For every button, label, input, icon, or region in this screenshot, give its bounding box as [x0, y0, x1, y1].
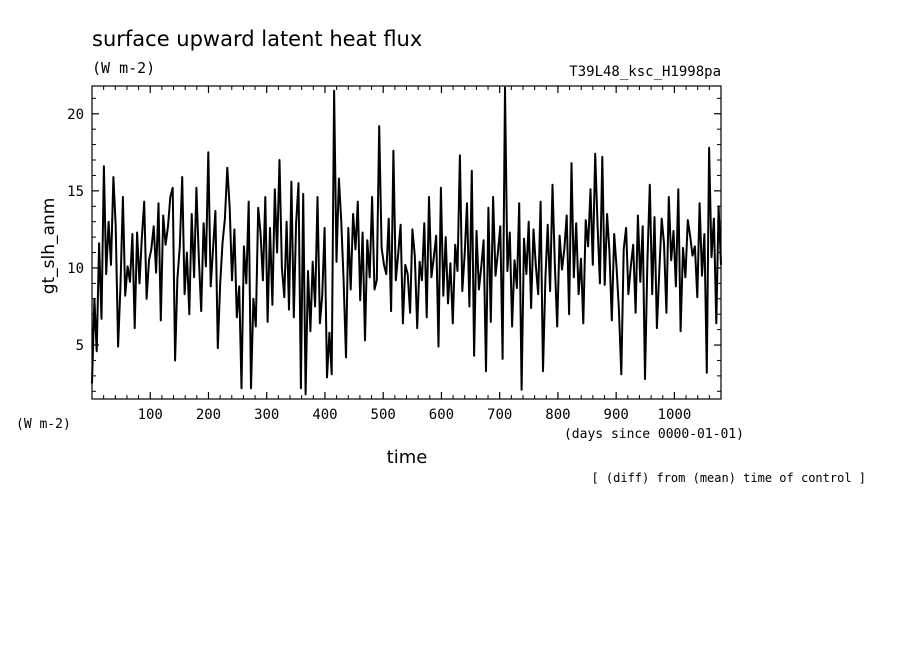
- y-tick-label: 15: [67, 184, 84, 200]
- x-axis-units-label: (days since 0000-01-01): [564, 427, 744, 442]
- x-tick-label: 300: [254, 407, 279, 423]
- y-tick-label: 5: [76, 338, 84, 354]
- x-tick-label: 400: [312, 407, 337, 423]
- x-tick-label: 100: [138, 407, 163, 423]
- units-left-label: (W m-2): [16, 417, 71, 432]
- plot-area: [91, 85, 722, 400]
- x-axis-label: time: [387, 447, 428, 468]
- x-tick-label: 1000: [658, 407, 692, 423]
- y-tick-label: 10: [67, 261, 84, 277]
- chart-title: surface upward latent heat flux: [92, 27, 422, 51]
- units-top-label: (W m-2): [92, 59, 155, 77]
- y-axis-label: gt_slh_anm: [39, 198, 59, 295]
- x-tick-label: 500: [371, 407, 396, 423]
- x-tick-label: 200: [196, 407, 221, 423]
- run-label: T39L48_ksc_H1998pa: [569, 64, 721, 80]
- y-tick-label: 20: [67, 107, 84, 123]
- footnote: [ (diff) from (mean) time of control ]: [591, 471, 866, 485]
- x-tick-label: 900: [604, 407, 629, 423]
- x-axis-ticks: 100 200 300 400 500 600 700 800 900 1000: [103, 86, 710, 423]
- series-line: [91, 86, 722, 396]
- y-axis-ticks: 5 10 15 20: [67, 97, 721, 392]
- x-tick-label: 800: [545, 407, 570, 423]
- x-tick-label: 600: [429, 407, 454, 423]
- x-tick-label: 700: [487, 407, 512, 423]
